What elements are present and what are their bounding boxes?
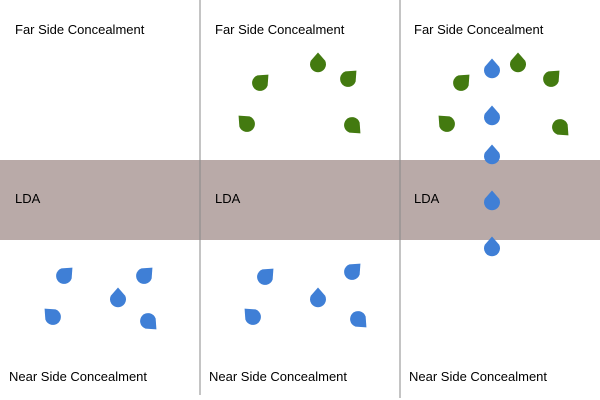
green-drop-icon — [510, 52, 526, 73]
green-drop-icon — [238, 115, 255, 132]
green-drop-icon — [543, 70, 560, 87]
green-drop-icon — [552, 119, 569, 136]
blue-drop-icon — [136, 267, 153, 284]
blue-drop-icon — [110, 287, 126, 308]
panel-1-drops — [44, 267, 157, 330]
near-side-label: Near Side Concealment — [409, 369, 547, 384]
blue-drop-icon — [484, 105, 500, 126]
lda-band — [0, 160, 600, 240]
blue-drop-icon — [257, 268, 274, 285]
green-drop-icon — [344, 117, 361, 134]
panel-2: Far Side Concealment LDA Near Side Conce… — [209, 22, 367, 384]
panel-2-drops — [238, 52, 367, 328]
blue-drop-icon — [56, 267, 73, 284]
panel-3-drops — [438, 52, 569, 257]
far-side-label: Far Side Concealment — [15, 22, 145, 37]
lda-label: LDA — [414, 191, 440, 206]
near-side-label: Near Side Concealment — [9, 369, 147, 384]
lda-label: LDA — [15, 191, 41, 206]
blue-drop-icon — [44, 308, 61, 325]
far-side-label: Far Side Concealment — [414, 22, 544, 37]
blue-drop-icon — [350, 311, 367, 328]
panel-3: Far Side Concealment LDA Near Side Conce… — [409, 22, 569, 384]
green-drop-icon — [438, 115, 455, 132]
green-drop-icon — [310, 52, 326, 73]
green-drop-icon — [453, 74, 470, 91]
panel-1: Far Side Concealment LDA Near Side Conce… — [9, 22, 157, 384]
lda-label: LDA — [215, 191, 241, 206]
blue-drop-icon — [484, 144, 500, 165]
blue-drop-icon — [244, 308, 261, 325]
green-drop-icon — [340, 70, 357, 87]
blue-drop-icon — [140, 313, 157, 330]
far-side-label: Far Side Concealment — [215, 22, 345, 37]
green-drop-icon — [252, 74, 269, 91]
blue-drop-icon — [484, 58, 500, 79]
blue-drop-icon — [484, 190, 500, 211]
blue-drop-icon — [310, 287, 326, 308]
near-side-label: Near Side Concealment — [209, 369, 347, 384]
blue-drop-icon — [484, 236, 500, 257]
blue-drop-icon — [344, 263, 361, 280]
